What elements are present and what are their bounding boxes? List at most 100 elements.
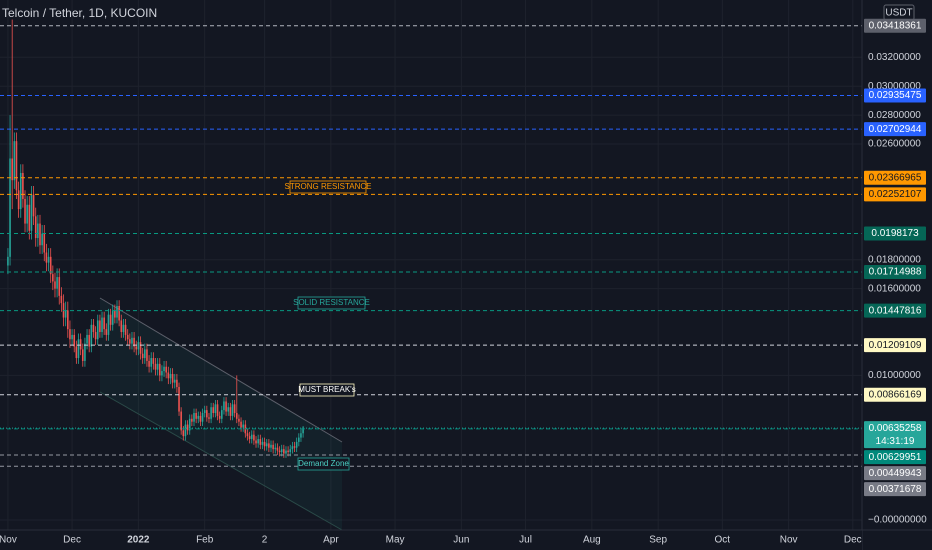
candle-body (105, 329, 108, 335)
plot-area: STRONG RESISTANCE SOLID RESISTANCE MUST BR… (0, 0, 862, 531)
candle-body (26, 204, 28, 224)
candle-body (60, 295, 63, 304)
time-axis (0, 530, 862, 550)
candle-body (47, 256, 50, 263)
candle-body (287, 450, 289, 453)
candle-body (201, 413, 204, 422)
x-tick-label: 2 (262, 535, 268, 546)
candle-body (212, 407, 215, 414)
candle-body (231, 404, 234, 416)
annotation: Demand Zone (298, 459, 349, 468)
price-label: 0.03418361 (869, 20, 922, 31)
price-label-bg (864, 226, 926, 241)
candle-body (103, 317, 105, 330)
candle-body (188, 418, 191, 431)
candle-body (233, 404, 236, 414)
candle-body (30, 194, 33, 231)
candle-body (208, 417, 210, 419)
candle-body (139, 342, 142, 354)
candle-body (199, 415, 202, 422)
price-label: 0.01209109 (869, 340, 922, 351)
candle-body (197, 415, 200, 419)
candle-body (131, 337, 133, 344)
channel-top (99, 297, 343, 443)
candle-body (73, 334, 76, 347)
candle-body (22, 172, 24, 199)
candle-body (191, 418, 193, 422)
price-label-bg (864, 265, 926, 280)
candle-body (84, 343, 86, 361)
annotation-box (289, 180, 367, 194)
x-tick-label: Aug (583, 535, 601, 546)
candle-body (203, 410, 206, 414)
candle-body (122, 324, 125, 333)
candle-body (186, 424, 189, 431)
price-label-bg (864, 338, 926, 353)
candle-body (11, 158, 13, 181)
candle-body (289, 449, 292, 453)
y-tick-label: 0.03200000 (868, 52, 921, 63)
annotation-box (297, 296, 366, 310)
candle-body (263, 441, 266, 447)
candle-body (193, 413, 195, 422)
candle-body (248, 436, 251, 440)
candle-body (184, 424, 187, 437)
price-label: 0.00371678 (869, 484, 922, 495)
candle-body (34, 216, 37, 239)
candle-body (250, 434, 253, 440)
x-tick-label: Sep (649, 535, 667, 546)
candle-body (24, 198, 26, 224)
x-tick-label: Nov (0, 535, 17, 546)
price-label: 0.02702944 (869, 124, 922, 135)
candle-body (41, 233, 43, 246)
candle-body (238, 418, 240, 422)
price-label-bg (864, 170, 926, 185)
channel-bottom (99, 391, 343, 531)
candle-body (167, 372, 170, 379)
candle-body (158, 363, 161, 376)
candle-body (229, 407, 232, 416)
candle-body (225, 401, 227, 412)
candle-body (259, 439, 262, 445)
annotation: SOLID RESISTANCE (293, 298, 370, 307)
y-tick-label: 0.01800000 (868, 254, 921, 265)
candle-body (54, 281, 56, 289)
x-tick-label: Oct (715, 535, 731, 546)
candle-body (169, 373, 172, 379)
candle-body (13, 141, 16, 181)
candle-body (173, 379, 176, 383)
candle-body (9, 158, 11, 257)
candle-body (17, 190, 20, 210)
price-label-bg (864, 387, 926, 402)
candle-body (223, 401, 225, 411)
price-label: 0.00629951 (869, 452, 922, 463)
candle-body (39, 223, 41, 246)
candle-body (58, 277, 61, 296)
channel-fill (100, 298, 342, 530)
candle-body (300, 433, 302, 438)
candle-body (64, 310, 67, 318)
price-label-bg (864, 421, 926, 449)
x-tick-label: May (386, 535, 405, 546)
price-label: 0.02935475 (869, 90, 922, 101)
x-tick-label: Feb (196, 535, 214, 546)
price-label-bg (864, 18, 926, 33)
candle-body (235, 413, 238, 419)
annotation: MUST BREAK's (298, 385, 355, 394)
y-tick-label: 0.02600000 (868, 139, 921, 150)
price-label: 0.01714988 (869, 267, 922, 278)
y-tick-label: 0.01000000 (868, 370, 921, 381)
candle-body (77, 339, 80, 359)
candle-body (206, 410, 208, 418)
candle-body (107, 314, 110, 335)
x-tick-label: Dec (63, 535, 81, 546)
candle-body (240, 421, 242, 428)
price-label: 0.02252107 (869, 189, 922, 200)
candle-body (291, 446, 294, 450)
currency[interactable]: USDT (885, 8, 912, 19)
price-label: 0.00635258 (869, 423, 922, 434)
candle-body (32, 194, 35, 217)
candle-body (278, 450, 281, 453)
